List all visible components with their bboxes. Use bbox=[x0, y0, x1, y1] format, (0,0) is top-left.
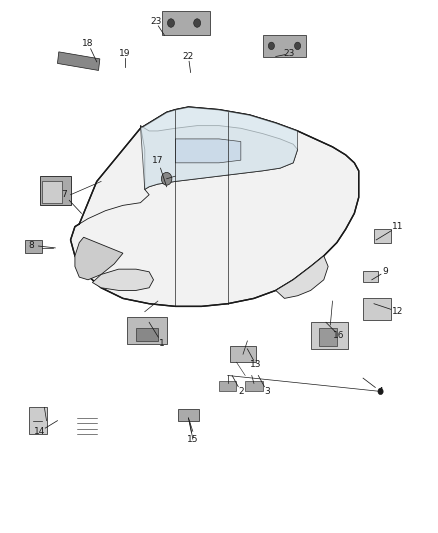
Text: 4: 4 bbox=[378, 387, 383, 396]
Circle shape bbox=[378, 388, 383, 394]
Polygon shape bbox=[141, 126, 297, 189]
Bar bbox=[136, 328, 158, 341]
Polygon shape bbox=[75, 237, 123, 280]
Bar bbox=[40, 176, 71, 205]
Text: 1: 1 bbox=[159, 339, 165, 348]
Text: 3: 3 bbox=[264, 387, 270, 396]
Polygon shape bbox=[175, 139, 241, 163]
Text: 11: 11 bbox=[392, 222, 404, 231]
Text: 18: 18 bbox=[82, 39, 94, 48]
Circle shape bbox=[268, 42, 275, 50]
Text: 23: 23 bbox=[150, 18, 161, 27]
Bar bbox=[25, 240, 42, 253]
Text: 8: 8 bbox=[28, 241, 34, 250]
Text: 12: 12 bbox=[392, 307, 404, 316]
Bar bbox=[127, 317, 166, 344]
Text: 7: 7 bbox=[61, 190, 67, 199]
Bar bbox=[230, 346, 256, 362]
Circle shape bbox=[161, 172, 172, 185]
Bar bbox=[57, 52, 100, 70]
Text: 2: 2 bbox=[238, 387, 244, 396]
Text: 22: 22 bbox=[183, 52, 194, 61]
Bar bbox=[263, 35, 306, 56]
Text: 15: 15 bbox=[187, 435, 198, 444]
Text: 17: 17 bbox=[152, 156, 164, 165]
Circle shape bbox=[167, 19, 174, 27]
Polygon shape bbox=[92, 269, 153, 290]
Bar bbox=[29, 407, 46, 434]
Bar bbox=[42, 181, 62, 203]
Polygon shape bbox=[71, 107, 359, 306]
Circle shape bbox=[194, 19, 201, 27]
Bar bbox=[374, 229, 392, 243]
Text: 23: 23 bbox=[283, 50, 294, 58]
Bar bbox=[363, 271, 378, 282]
Bar bbox=[245, 381, 263, 391]
Bar bbox=[177, 409, 199, 421]
Text: 9: 9 bbox=[382, 268, 388, 276]
Text: 14: 14 bbox=[34, 427, 46, 436]
Circle shape bbox=[294, 42, 300, 50]
Bar bbox=[311, 322, 348, 349]
Bar bbox=[363, 298, 392, 320]
Text: 19: 19 bbox=[120, 50, 131, 58]
Bar bbox=[219, 381, 237, 391]
Polygon shape bbox=[276, 256, 328, 298]
Polygon shape bbox=[141, 107, 297, 189]
Text: 16: 16 bbox=[333, 331, 345, 340]
Bar bbox=[319, 328, 337, 346]
Bar bbox=[162, 11, 210, 35]
Text: 13: 13 bbox=[251, 360, 262, 369]
